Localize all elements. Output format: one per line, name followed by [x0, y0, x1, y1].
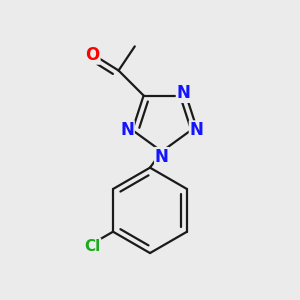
- Text: N: N: [155, 148, 169, 166]
- Text: N: N: [190, 121, 203, 139]
- Text: N: N: [176, 84, 190, 102]
- Text: O: O: [85, 46, 100, 64]
- Text: N: N: [120, 121, 134, 139]
- Text: Cl: Cl: [84, 239, 101, 254]
